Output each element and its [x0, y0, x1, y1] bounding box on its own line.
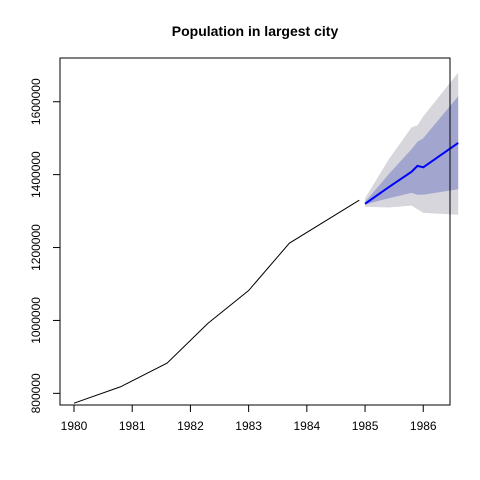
history-line: [73, 199, 360, 404]
y-tick-label: 1200000: [29, 224, 43, 271]
x-tick-label: 1984: [293, 419, 320, 433]
x-tick-label: 1986: [410, 419, 437, 433]
plot-frame: [59, 57, 451, 406]
y-tick-label: 1400000: [29, 151, 43, 198]
chart-title: Population in largest city: [172, 23, 339, 39]
x-tick-label: 1981: [119, 419, 146, 433]
forecast-line: [364, 142, 459, 205]
band-80: [365, 96, 459, 205]
x-axis: 1980 1981 1982 1983 1984 1985 1986: [61, 404, 437, 433]
x-tick-label: 1985: [352, 419, 379, 433]
y-tick-label: 1000000: [29, 297, 43, 344]
y-tick-label: 1600000: [29, 78, 43, 125]
x-tick-label: 1980: [61, 419, 88, 433]
series-lines: [73, 142, 459, 404]
confidence-bands: [365, 72, 459, 215]
y-tick-label: 800000: [29, 373, 43, 413]
x-tick-label: 1982: [177, 419, 204, 433]
y-axis: 800000 1000000 1200000 1400000 1600000: [29, 78, 61, 413]
x-tick-label: 1983: [235, 419, 262, 433]
